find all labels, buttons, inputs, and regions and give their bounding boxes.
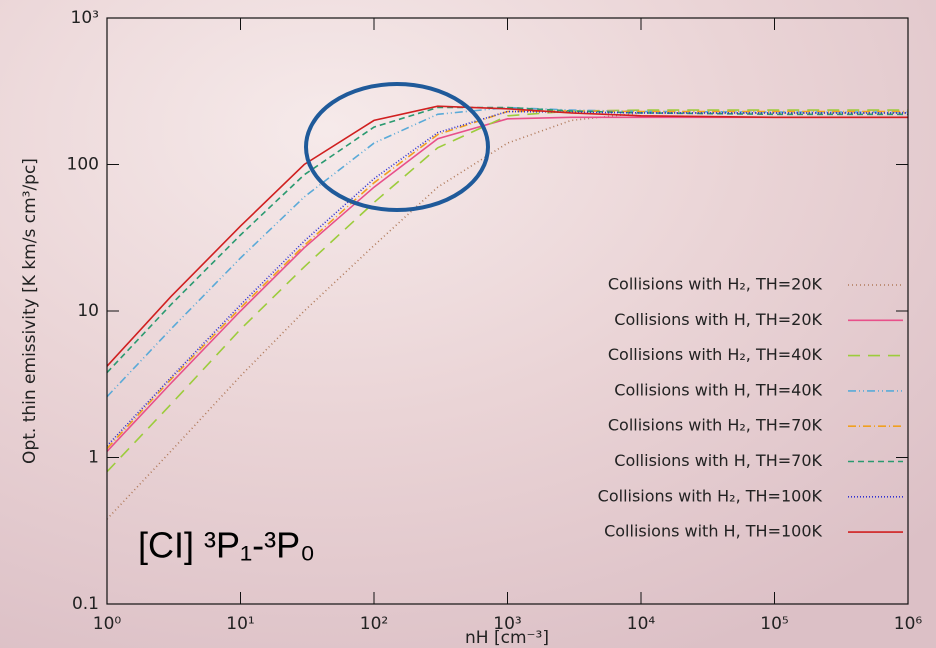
series-line (106, 106, 908, 374)
y-tick-label: 0.1 (72, 594, 99, 614)
y-tick-label: 10³ (71, 8, 99, 28)
legend-label: Collisions with H₂, TH=70K (608, 416, 823, 435)
y-tick-label: 1 (88, 448, 99, 468)
series-line (106, 105, 908, 367)
legend-label: Collisions with H, TH=40K (614, 380, 822, 399)
x-tick-label: 10¹ (226, 614, 254, 634)
legend-label: Collisions with H₂, TH=20K (608, 275, 823, 294)
x-tick-label: 10⁰ (93, 614, 122, 634)
x-tick-label: 10⁴ (627, 614, 656, 634)
series-line (106, 112, 908, 520)
x-axis-label: nH [cm⁻³] (465, 628, 549, 648)
y-tick-label: 10 (77, 301, 99, 321)
legend-label: Collisions with H₂, TH=40K (608, 345, 823, 364)
annotation: [CI] ³P₁-³P₀ (138, 525, 315, 566)
series-line (106, 110, 908, 447)
series-line (106, 110, 908, 450)
y-tick-label: 100 (67, 155, 99, 175)
x-tick-label: 10⁵ (760, 614, 788, 634)
y-axis-label: Opt. thin emissivity [K km/s cm³/pc] (20, 158, 40, 464)
legend-label: Collisions with H, TH=20K (614, 310, 822, 329)
x-tick-label: 10² (360, 614, 388, 634)
plot-area (106, 105, 908, 520)
x-tick-label: 10³ (493, 614, 521, 634)
legend-label: Collisions with H, TH=70K (614, 451, 822, 470)
legend-label: Collisions with H, TH=100K (604, 522, 822, 541)
highlight-ellipse (304, 82, 490, 212)
x-tick-label: 10⁶ (894, 614, 923, 634)
series-line (106, 109, 908, 473)
legend-label: Collisions with H₂, TH=100K (598, 486, 823, 505)
series-line (106, 116, 908, 452)
